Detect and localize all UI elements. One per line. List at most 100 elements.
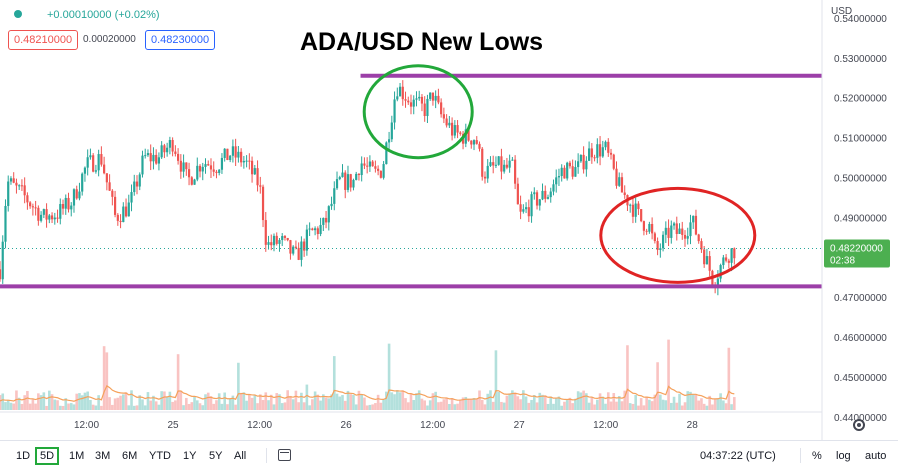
- volume-bar: [439, 401, 443, 410]
- candle-body: [229, 155, 232, 161]
- y-tick-label: 0.49000000: [834, 213, 887, 224]
- candle-body: [45, 209, 48, 220]
- volume-bar: [6, 400, 10, 410]
- timeframe-1d-button[interactable]: 1D: [16, 450, 31, 462]
- volume-bar: [193, 396, 196, 410]
- volume-bar: [733, 397, 736, 410]
- volume-bar: [245, 400, 248, 410]
- green-circle-annotation[interactable]: [362, 64, 474, 160]
- candle-body: [314, 228, 317, 231]
- candle-body: [555, 177, 558, 185]
- candle-body: [585, 160, 588, 170]
- chart-title: ADA/USD New Lows: [300, 28, 544, 56]
- time-axis: 12:00 25 12:00 26 12:00 27 12:00 28: [0, 411, 822, 431]
- last-price-value: 0.48220000: [830, 244, 883, 255]
- candle-body: [275, 235, 278, 244]
- timeframe-6m-button[interactable]: 6M: [122, 450, 138, 462]
- volume-bar: [475, 398, 479, 410]
- timeframe-3m-button[interactable]: 3M: [95, 450, 111, 462]
- sell-price-button[interactable]: 0.48210000: [8, 30, 79, 50]
- volume-bar: [185, 397, 188, 410]
- candle-body: [42, 209, 45, 215]
- candle-body: [503, 164, 506, 172]
- volume-bar: [552, 403, 555, 410]
- candle-body: [522, 209, 525, 212]
- volume-bar: [152, 395, 155, 410]
- candle-body: [286, 237, 289, 241]
- volume-ma-line: [0, 385, 735, 402]
- utc-clock[interactable]: 04:37:22 (UTC): [700, 450, 776, 462]
- volume-bar: [456, 403, 459, 410]
- volume-bar: [322, 394, 325, 410]
- candle-body: [308, 228, 311, 230]
- volume-bar: [127, 405, 131, 410]
- volume-bar: [675, 402, 679, 410]
- candle-body: [166, 147, 169, 153]
- candle-body: [141, 155, 144, 175]
- timeframe-1y-button[interactable]: 1Y: [183, 450, 197, 462]
- log-toggle[interactable]: log: [836, 450, 851, 462]
- candle-body: [103, 164, 106, 174]
- calendar-icon[interactable]: [278, 449, 291, 461]
- volume-bar: [102, 346, 106, 410]
- timeframe-1m-button[interactable]: 1M: [69, 450, 85, 462]
- candle-body: [645, 230, 648, 232]
- auto-toggle[interactable]: auto: [865, 450, 887, 462]
- candle-body: [445, 118, 448, 126]
- candle-body: [618, 177, 621, 186]
- timeframe-ytd-button[interactable]: YTD: [149, 450, 171, 462]
- candle-body: [122, 206, 125, 223]
- candle-body: [601, 147, 604, 157]
- candle-body: [648, 223, 651, 232]
- x-tick-label: 26: [341, 420, 353, 431]
- candle-body: [475, 140, 478, 144]
- volume-bar: [20, 403, 24, 410]
- buy-price-button[interactable]: 0.48230000: [145, 30, 216, 50]
- volume-bar: [0, 395, 2, 410]
- timeframe-all-button[interactable]: All: [234, 450, 247, 462]
- volume-bar: [371, 404, 374, 410]
- timeframe-5d-button[interactable]: 5D: [35, 447, 60, 465]
- volume-bar: [519, 399, 522, 410]
- volume-bar: [724, 403, 728, 410]
- candle-body: [31, 206, 34, 208]
- x-tick-label: 28: [687, 420, 699, 431]
- volume-bar: [138, 395, 142, 410]
- candle-body: [437, 95, 440, 103]
- candle-body: [100, 154, 103, 165]
- candle-body: [557, 176, 561, 178]
- candle-body: [390, 122, 393, 140]
- timeframe-5y-button[interactable]: 5Y: [209, 450, 223, 462]
- volume-bar: [374, 403, 377, 410]
- candle-body: [667, 227, 670, 238]
- candle-body: [407, 100, 410, 103]
- y-tick-label: 0.46000000: [834, 333, 887, 344]
- volume-bar: [587, 402, 591, 410]
- gear-icon[interactable]: [853, 419, 865, 431]
- candle-body: [187, 169, 191, 178]
- candle-body: [363, 163, 366, 166]
- candle-body: [409, 102, 413, 107]
- candle-body: [563, 167, 566, 179]
- candle-body: [500, 156, 503, 172]
- volume-bar: [442, 399, 446, 410]
- candle-body: [83, 167, 87, 174]
- volume-bar: [31, 398, 35, 410]
- currency-label[interactable]: USD: [831, 6, 853, 17]
- volume-bar: [445, 397, 448, 410]
- candle-body: [524, 207, 528, 210]
- candle-body: [281, 236, 284, 241]
- candle-body: [23, 185, 26, 196]
- percent-toggle[interactable]: %: [812, 450, 822, 462]
- red-circle-annotation[interactable]: [599, 186, 757, 284]
- candle-body: [174, 151, 177, 154]
- volume-bar: [360, 394, 363, 410]
- volume-bar: [119, 395, 122, 410]
- candle-body: [404, 99, 407, 101]
- candle-body: [201, 166, 204, 172]
- volume-bar: [363, 397, 366, 410]
- volume-bar: [702, 403, 706, 410]
- candle-body: [324, 217, 328, 223]
